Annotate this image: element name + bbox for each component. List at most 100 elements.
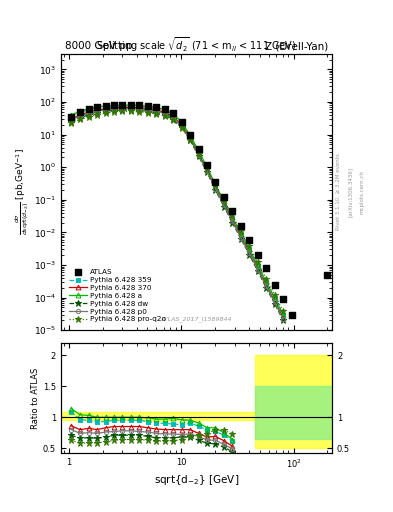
Pythia 6.428 359 [205, 165, 209, 171]
Pythia 6.428 dw [179, 124, 184, 130]
Pythia 6.428 dw [103, 109, 108, 115]
Pythia 6.428 a [239, 230, 243, 237]
Text: 8000 GeV pp: 8000 GeV pp [65, 41, 132, 51]
ATLAS [195, 145, 202, 154]
Pythia 6.428 a [171, 111, 176, 117]
ATLAS [263, 264, 270, 272]
Y-axis label: Ratio to ATLAS: Ratio to ATLAS [31, 368, 40, 429]
Pythia 6.428 370 [222, 201, 226, 207]
ATLAS [229, 207, 235, 215]
Pythia 6.428 359 [95, 105, 99, 111]
ATLAS [111, 101, 117, 110]
Pythia 6.428 p0 [179, 123, 184, 130]
Pythia 6.428 pro-q2o [78, 116, 83, 122]
Pythia 6.428 p0 [171, 115, 176, 121]
Pythia 6.428 p0 [264, 283, 269, 289]
Pythia 6.428 370 [255, 265, 260, 271]
Pythia 6.428 a [120, 102, 125, 108]
Pythia 6.428 359 [103, 104, 108, 110]
Pythia 6.428 359 [196, 148, 201, 155]
Line: Pythia 6.428 370: Pythia 6.428 370 [69, 105, 286, 321]
Pythia 6.428 p0 [78, 113, 83, 119]
Pythia 6.428 pro-q2o [86, 114, 91, 120]
Pythia 6.428 370 [86, 109, 91, 115]
Text: Rivet 3.1.10, ≥ 3.2M events: Rivet 3.1.10, ≥ 3.2M events [336, 154, 341, 230]
Pythia 6.428 pro-q2o [171, 117, 176, 123]
Pythia 6.428 p0 [162, 111, 167, 117]
Pythia 6.428 370 [205, 167, 209, 173]
ATLAS [145, 102, 151, 110]
Pythia 6.428 359 [171, 112, 176, 118]
Pythia 6.428 p0 [145, 107, 150, 113]
ATLAS [86, 105, 92, 113]
Line: Pythia 6.428 dw: Pythia 6.428 dw [68, 107, 286, 324]
Pythia 6.428 pro-q2o [230, 212, 235, 219]
ATLAS [238, 222, 244, 230]
Pythia 6.428 p0 [154, 108, 158, 114]
Pythia 6.428 370 [112, 105, 116, 111]
Pythia 6.428 359 [188, 133, 193, 139]
Pythia 6.428 dw [247, 251, 252, 258]
Pythia 6.428 pro-q2o [154, 111, 158, 117]
Pythia 6.428 359 [281, 312, 286, 318]
Pythia 6.428 a [162, 106, 167, 113]
Pythia 6.428 a [179, 119, 184, 125]
Pythia 6.428 359 [69, 113, 73, 119]
Pythia 6.428 p0 [120, 105, 125, 112]
Pythia 6.428 370 [78, 112, 83, 118]
Pythia 6.428 a [95, 104, 99, 110]
Pythia 6.428 p0 [95, 108, 99, 114]
Pythia 6.428 a [196, 147, 201, 154]
Pythia 6.428 370 [272, 298, 277, 305]
Title: Splitting scale $\sqrt{d_2}$ (71 < m$_{ll}$ < 111 GeV): Splitting scale $\sqrt{d_2}$ (71 < m$_{l… [96, 35, 297, 54]
Pythia 6.428 370 [264, 282, 269, 288]
Pythia 6.428 pro-q2o [247, 243, 252, 249]
Pythia 6.428 pro-q2o [196, 151, 201, 157]
ATLAS [77, 108, 83, 116]
Pythia 6.428 370 [213, 184, 218, 190]
Pythia 6.428 pro-q2o [137, 109, 142, 115]
Pythia 6.428 370 [247, 249, 252, 255]
Pythia 6.428 359 [179, 120, 184, 126]
Pythia 6.428 a [255, 263, 260, 269]
ATLAS [212, 178, 219, 186]
Pythia 6.428 359 [86, 107, 91, 113]
Pythia 6.428 p0 [112, 106, 116, 112]
ATLAS [221, 193, 227, 201]
Pythia 6.428 359 [230, 215, 235, 221]
Pythia 6.428 370 [137, 105, 142, 111]
ATLAS [68, 113, 74, 121]
Text: [arXiv:1306.3436]: [arXiv:1306.3436] [348, 167, 353, 217]
Pythia 6.428 pro-q2o [222, 198, 226, 204]
Pythia 6.428 359 [247, 246, 252, 252]
Pythia 6.428 a [281, 312, 286, 318]
Pythia 6.428 370 [230, 217, 235, 223]
Legend: ATLAS, Pythia 6.428 359, Pythia 6.428 370, Pythia 6.428 a, Pythia 6.428 dw, Pyth: ATLAS, Pythia 6.428 359, Pythia 6.428 37… [67, 268, 168, 324]
Pythia 6.428 p0 [188, 136, 193, 142]
Pythia 6.428 a [222, 198, 226, 204]
ATLAS [178, 117, 185, 125]
Pythia 6.428 359 [145, 104, 150, 110]
Pythia 6.428 pro-q2o [188, 137, 193, 143]
Pythia 6.428 dw [213, 187, 218, 193]
Pythia 6.428 p0 [230, 218, 235, 224]
Pythia 6.428 p0 [196, 152, 201, 158]
Pythia 6.428 pro-q2o [103, 110, 108, 116]
Pythia 6.428 dw [281, 317, 286, 324]
ATLAS [246, 236, 252, 244]
Pythia 6.428 p0 [69, 117, 73, 123]
Pythia 6.428 359 [154, 105, 158, 111]
Line: Pythia 6.428 359: Pythia 6.428 359 [69, 104, 285, 317]
Pythia 6.428 p0 [247, 250, 252, 257]
Text: ATLAS_2017_I1589844: ATLAS_2017_I1589844 [161, 316, 232, 322]
Line: Pythia 6.428 p0: Pythia 6.428 p0 [69, 106, 285, 321]
Pythia 6.428 370 [281, 315, 286, 321]
Pythia 6.428 pro-q2o [264, 275, 269, 282]
Pythia 6.428 a [86, 105, 91, 112]
Bar [255, 387, 338, 439]
Pythia 6.428 dw [145, 108, 150, 114]
Bar [255, 355, 338, 448]
Pythia 6.428 a [188, 132, 193, 138]
Pythia 6.428 dw [86, 112, 91, 118]
Pythia 6.428 dw [154, 110, 158, 116]
